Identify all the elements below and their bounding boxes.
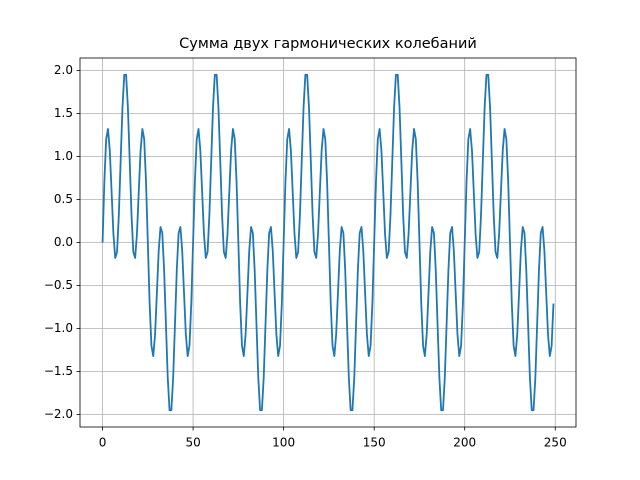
y-tick-label: 1.0 (54, 149, 73, 163)
x-tick-label: 0 (99, 436, 107, 450)
x-tick-label: 100 (272, 436, 295, 450)
data-line (101, 73, 555, 412)
y-tick-label: 2.0 (54, 63, 73, 77)
x-tick-label: 50 (185, 436, 200, 450)
y-tick-label: 0.0 (54, 235, 73, 249)
y-tick-label: −0.5 (44, 278, 73, 292)
chart-title: Сумма двух гармонических колебаний (179, 36, 477, 52)
x-tick-label: 250 (544, 436, 567, 450)
x-tick-label: 200 (453, 436, 476, 450)
y-tick-label: −1.5 (44, 364, 73, 378)
y-tick-label: 1.5 (54, 106, 73, 120)
y-tick-label: −1.0 (44, 321, 73, 335)
plot-area (101, 73, 555, 412)
x-tick-label: 150 (363, 436, 386, 450)
grid (80, 58, 576, 427)
y-tick-label: −2.0 (44, 407, 73, 421)
y-tick-label: 0.5 (54, 192, 73, 206)
